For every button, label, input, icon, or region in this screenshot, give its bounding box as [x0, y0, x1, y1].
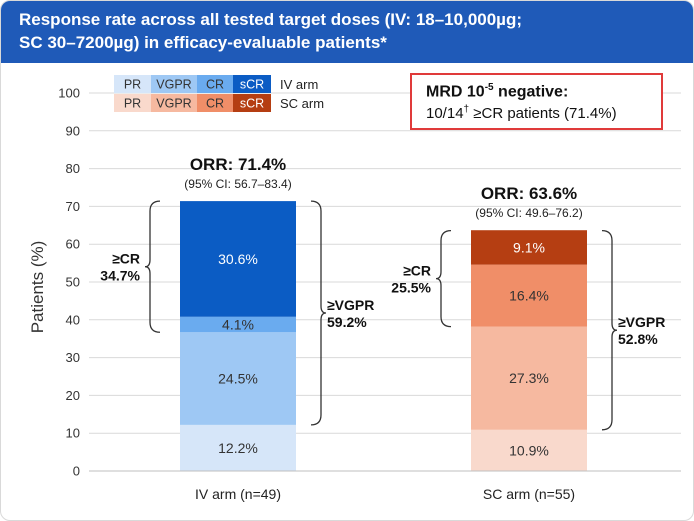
- bar-segment-cr: [180, 316, 296, 333]
- legend-label: VGPR: [156, 97, 191, 111]
- legend-label: CR: [206, 97, 224, 111]
- chart-title: Response rate across all tested target d…: [19, 8, 669, 54]
- y-tick-label: 30: [66, 350, 80, 365]
- data-label: 9.1%: [513, 239, 545, 255]
- y-tick-label: 10: [66, 426, 80, 441]
- mrd-text-prefix: 10/14: [426, 105, 464, 122]
- y-tick-label: 70: [66, 199, 80, 214]
- bar-segment-cr: [471, 264, 587, 327]
- mrd-text-suffix: ≥CR patients (71.4%): [469, 105, 617, 122]
- mrd-text-footnote-mark: †: [463, 104, 470, 115]
- legend-swatch: [151, 75, 197, 93]
- bar-segment-pr: [180, 424, 296, 471]
- chart-title-line-2: SC 30–7200µg) in efficacy-evaluable pati…: [19, 33, 387, 52]
- mrd-title-exponent: -5: [484, 82, 494, 93]
- legend-label: CR: [206, 78, 224, 92]
- data-label: 24.5%: [218, 371, 258, 387]
- mrd-title-suffix: negative:: [493, 83, 569, 101]
- legend-swatch: [233, 94, 271, 112]
- bar-segment-scr: [471, 230, 587, 265]
- bracket: [601, 229, 618, 431]
- mrd-text: 10/14† ≥CR patients (71.4%): [426, 104, 617, 122]
- y-tick-label: 20: [66, 388, 80, 403]
- legend-label: sCR: [240, 97, 264, 111]
- y-tick-label: 90: [66, 123, 80, 138]
- legend-label: sCR: [240, 78, 264, 92]
- data-label: 16.4%: [509, 288, 549, 304]
- y-tick-label: 40: [66, 312, 80, 327]
- orr-label: ORR: 71.4%: [190, 155, 286, 174]
- y-tick-label: 0: [73, 464, 80, 479]
- mrd-title-prefix: MRD 10: [426, 83, 485, 101]
- mrd-callout-box: MRD 10-5 negative: 10/14† ≥CR patients (…: [410, 73, 663, 130]
- bracket: [310, 200, 327, 426]
- bracket-label: ≥CR: [112, 251, 140, 267]
- data-label: 12.2%: [218, 440, 258, 456]
- legend-label: PR: [124, 78, 141, 92]
- y-tick-label: 80: [66, 161, 80, 176]
- data-label: 10.9%: [509, 442, 549, 458]
- legend-label: VGPR: [156, 78, 191, 92]
- legend-swatch: [197, 94, 233, 112]
- bracket-label: 52.8%: [618, 331, 658, 347]
- bar-segment-pr: [471, 429, 587, 471]
- bars-layer: 12.2% 24.5% 4.1% 30.6% IV arm (n=49) 10.9% 27.…: [89, 201, 681, 502]
- bracket: [435, 229, 452, 328]
- x-category-label: IV arm (n=49): [195, 486, 281, 502]
- legend-label: PR: [124, 97, 141, 111]
- legend-arm-label: IV arm: [280, 77, 318, 92]
- bracket-label: ≥VGPR: [327, 297, 374, 313]
- legend: PR VGPR CR sCR IV arm PR VGPR CR sCR SC arm: [114, 75, 324, 112]
- legend-swatch: [197, 75, 233, 93]
- bar-segment-scr: [180, 201, 296, 317]
- legend-arm-label: SC arm: [280, 96, 324, 111]
- bracket-label: 34.7%: [100, 268, 140, 284]
- mrd-title: MRD 10-5 negative:: [426, 82, 568, 101]
- bar-segment-vgpr: [471, 326, 587, 430]
- bracket-label: 59.2%: [327, 314, 367, 330]
- y-tick-label: 60: [66, 237, 80, 252]
- data-label: 27.3%: [509, 370, 549, 386]
- x-category-label: SC arm (n=55): [483, 486, 575, 502]
- bracket-label: 25.5%: [391, 280, 431, 296]
- y-axis-title: Patients (%): [28, 241, 47, 334]
- orr-label: ORR: 63.6%: [481, 184, 577, 203]
- legend-swatch: [151, 94, 197, 112]
- chart-title-line-1: Response rate across all tested target d…: [19, 10, 523, 29]
- bracket-label: ≥CR: [403, 263, 431, 279]
- orr-ci-label: (95% CI: 56.7–83.4): [184, 177, 291, 191]
- bar-segment-vgpr: [180, 332, 296, 425]
- title-bar: Response rate across all tested target d…: [1, 1, 693, 63]
- data-label: 4.1%: [222, 317, 254, 333]
- annotation-layer: ORR: 71.4% (95% CI: 56.7–83.4) ORR: 63.6% (…: [100, 155, 665, 431]
- orr-ci-label: (95% CI: 49.6–76.2): [475, 206, 582, 220]
- legend-swatch: [114, 94, 151, 112]
- legend-swatch: [233, 75, 271, 93]
- bracket-label: ≥VGPR: [618, 314, 665, 330]
- y-tick-label: 100: [58, 86, 80, 101]
- legend-swatch: [114, 75, 151, 93]
- data-label: 30.6%: [218, 251, 258, 267]
- bracket: [144, 200, 161, 333]
- y-tick-label: 50: [66, 275, 80, 290]
